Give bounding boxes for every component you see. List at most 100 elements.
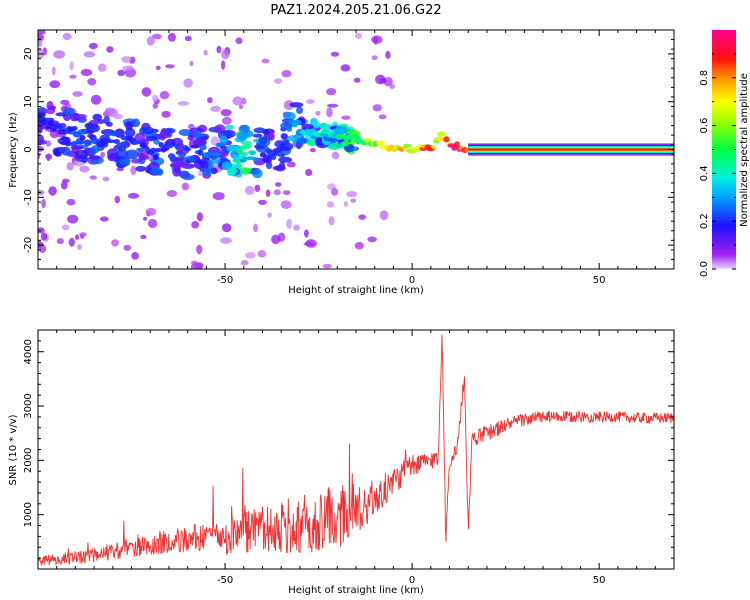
spectrogram-noise-blob bbox=[331, 151, 340, 160]
spectrogram-ridge-blob bbox=[59, 141, 72, 146]
spectrogram-noise-blob bbox=[191, 221, 200, 229]
spectrogram-noise-blob bbox=[87, 78, 97, 86]
spectrogram-core-blob bbox=[280, 133, 288, 140]
spectrogram-noise-blob bbox=[350, 198, 356, 203]
spectrogram-y-tick-label: 10 bbox=[23, 95, 34, 108]
spectrogram-ridge-blob bbox=[61, 146, 71, 156]
spectrogram-core-blob bbox=[50, 127, 58, 133]
spectrogram-noise-blob bbox=[111, 239, 119, 247]
spectrogram-noise-blob bbox=[331, 188, 339, 196]
spectrogram-ridge-blob bbox=[142, 126, 155, 135]
spectrogram-core-blob bbox=[293, 119, 302, 126]
spectrogram-ridge-blob bbox=[267, 132, 275, 141]
spectrogram-noise-blob bbox=[67, 214, 79, 224]
spectrogram-core-blob bbox=[211, 152, 221, 157]
spectrogram-ridge-blob bbox=[274, 164, 286, 172]
spectrogram-core-blob bbox=[242, 151, 248, 157]
spectrogram-ridge-blob bbox=[238, 124, 250, 134]
spectrogram-noise-blob bbox=[181, 182, 190, 191]
spectrogram-noise-blob bbox=[196, 212, 203, 222]
spectrogram-noise-blob bbox=[72, 91, 83, 97]
spectrogram-noise-blob bbox=[56, 238, 64, 245]
spectrogram-noise-blob bbox=[121, 56, 132, 63]
spectrogram-core-blob bbox=[278, 153, 285, 158]
spectrogram-ridge-blob bbox=[138, 152, 146, 161]
spectrogram-noise-blob bbox=[159, 91, 170, 100]
spectrogram-noise-blob bbox=[309, 147, 316, 153]
spectrogram-ridge-blob bbox=[178, 129, 193, 136]
spectrogram-noise-blob bbox=[354, 32, 363, 39]
spectrogram-ridge-blob bbox=[224, 124, 235, 130]
spectrogram-ridge-blob bbox=[46, 100, 54, 110]
spectrogram-core-blob bbox=[158, 142, 164, 148]
spectrogram-noise-blob bbox=[177, 101, 190, 106]
spectrogram-noise-blob bbox=[343, 201, 348, 207]
spectrogram-noise-blob bbox=[45, 140, 52, 147]
snr-panel: -50 0 50 1000 2000 3000 4000 Height of straigh… bbox=[8, 329, 675, 596]
spectrogram-core-blob bbox=[103, 137, 110, 142]
spectrogram-ridge-blob bbox=[286, 135, 299, 142]
spectrogram-core-blob bbox=[152, 154, 159, 161]
spectrogram-noise-blob bbox=[146, 36, 155, 46]
spectrogram-noise-blob bbox=[68, 237, 75, 247]
spectrogram-noise-blob bbox=[53, 50, 65, 59]
spectrogram-noise-blob bbox=[152, 103, 158, 109]
colorbar-tick-label: 0.0 bbox=[699, 261, 710, 277]
spectrogram-core-blob bbox=[252, 157, 259, 162]
spectrogram-noise-blob bbox=[271, 234, 281, 245]
snr-y-tick-label: 3000 bbox=[23, 393, 34, 418]
spectrogram-noise-blob bbox=[232, 96, 243, 106]
spectrogram-noise-blob bbox=[41, 198, 46, 209]
spectrogram-noise-blob bbox=[378, 114, 387, 120]
spectrogram-noise-blob bbox=[245, 252, 256, 259]
spectrogram-core-blob bbox=[197, 149, 204, 156]
spectrogram-noise-blob bbox=[113, 113, 124, 120]
spectrogram-noise-blob bbox=[275, 182, 282, 187]
spectrogram-noise-blob bbox=[69, 60, 74, 71]
spectrogram-ridge-blob bbox=[252, 133, 263, 138]
spectrogram-y-tick-label: -10 bbox=[23, 189, 34, 205]
spectrogram-noise-blob bbox=[221, 49, 230, 60]
spectrogram-noise-blob bbox=[315, 111, 321, 116]
spectrogram-noise-blob bbox=[238, 104, 244, 110]
spectrogram-noise-blob bbox=[196, 244, 203, 255]
spectrogram-noise-blob bbox=[304, 229, 309, 238]
spectrogram-core-blob bbox=[150, 147, 157, 153]
spectrogram-ridge-blob bbox=[237, 131, 248, 141]
spectrogram-noise-blob bbox=[60, 181, 68, 190]
spectrogram-core-blob bbox=[57, 128, 66, 135]
spectrogram-noise-blob bbox=[207, 97, 213, 104]
spectrogram-core-blob bbox=[55, 123, 63, 130]
spectrogram-noise-blob bbox=[117, 69, 126, 77]
spectrogram-noise-blob bbox=[62, 32, 72, 41]
spectrogram-core-blob bbox=[403, 143, 412, 149]
spectrogram-core-blob bbox=[164, 144, 174, 149]
spectrogram-noise-blob bbox=[130, 165, 137, 176]
spectrogram-x-axis-title: Height of straight line (km) bbox=[288, 285, 424, 296]
snr-series-line bbox=[38, 334, 674, 566]
spectrogram-core-blob bbox=[154, 148, 163, 152]
snr-y-tick-label: 2000 bbox=[23, 448, 34, 473]
spectrogram-ridge-blob bbox=[227, 170, 236, 177]
colorbar-tick-label: 0.8 bbox=[699, 70, 710, 86]
spectrogram-y-tick-label: 0 bbox=[23, 146, 34, 152]
spectrogram-ridge-blob bbox=[318, 123, 330, 130]
spectrogram-noise-blob bbox=[257, 250, 267, 258]
spectrogram-ridge-blob bbox=[90, 145, 100, 154]
spectrogram-noise-blob bbox=[353, 77, 361, 83]
spectrogram-noise-blob bbox=[261, 58, 270, 64]
spectrogram-ridge-blob bbox=[289, 102, 304, 108]
spectrogram-noise-blob bbox=[281, 70, 292, 78]
spectrogram-noise-blob bbox=[367, 236, 377, 243]
spectrogram-ridge-blob bbox=[172, 167, 182, 177]
spectrogram-noise-blob bbox=[122, 65, 134, 71]
spectrogram-noise-blob bbox=[166, 190, 178, 197]
spectrogram-noise-blob bbox=[90, 94, 102, 105]
spectrogram-noise-blob bbox=[245, 185, 255, 195]
spectrogram-ridge-blob bbox=[118, 158, 130, 165]
spectrogram-core-blob bbox=[437, 131, 446, 137]
spectrogram-noise-blob bbox=[254, 184, 261, 192]
spectrogram-core-blob bbox=[256, 145, 265, 150]
spectrogram-noise-blob bbox=[60, 99, 70, 105]
spectrogram-core-blob bbox=[71, 125, 78, 131]
